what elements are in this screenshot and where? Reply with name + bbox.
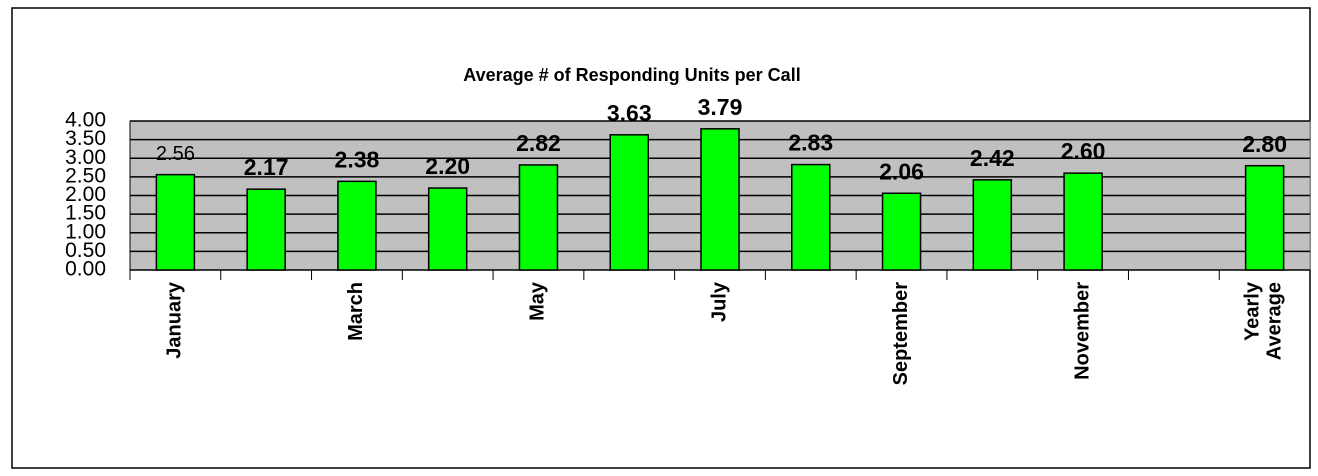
bar [700,128,740,271]
y-tick-label: 0.00 [65,258,106,281]
bar [1063,172,1103,271]
value-label: 2.42 [970,145,1015,171]
x-tick-label: November [1071,282,1093,380]
bar [155,173,196,271]
x-tick-label: September [890,282,912,386]
value-label: 2.60 [1061,138,1106,164]
bar [881,192,922,271]
value-label: 2.82 [516,130,561,156]
x-tick-label: March [345,282,367,341]
value-label: 3.63 [607,100,652,126]
bar [337,180,377,271]
x-tick-label: YearlyAverage [1242,281,1286,360]
chart-title: Average # of Responding Units per Call [463,65,800,85]
y-tick-label: 2.00 [65,183,106,206]
bar [609,134,649,271]
y-tick-label: 4.00 [65,109,106,132]
value-label: 2.80 [1242,131,1287,157]
value-label: 3.79 [698,94,743,120]
value-label: 2.06 [879,158,924,184]
bar [518,164,559,271]
value-label: 2.83 [788,130,833,156]
x-tick-label: July [708,281,730,322]
y-tick-label: 0.50 [65,239,106,262]
value-label: 2.56 [156,143,195,165]
bar [972,179,1013,271]
y-tick-label: 1.00 [65,220,106,243]
y-tick-label: 1.50 [65,202,106,225]
value-label: 2.20 [425,153,470,179]
bar [246,188,286,271]
bar [1244,164,1285,271]
x-tick-label: May [527,281,549,321]
y-tick-label: 3.00 [65,146,106,169]
y-tick-label: 2.50 [65,164,106,187]
bar [427,187,468,271]
x-tick-label: January [164,281,186,359]
value-label: 2.38 [335,146,380,172]
value-label: 2.17 [244,154,289,180]
bar [791,163,831,271]
y-tick-label: 3.50 [65,127,106,150]
